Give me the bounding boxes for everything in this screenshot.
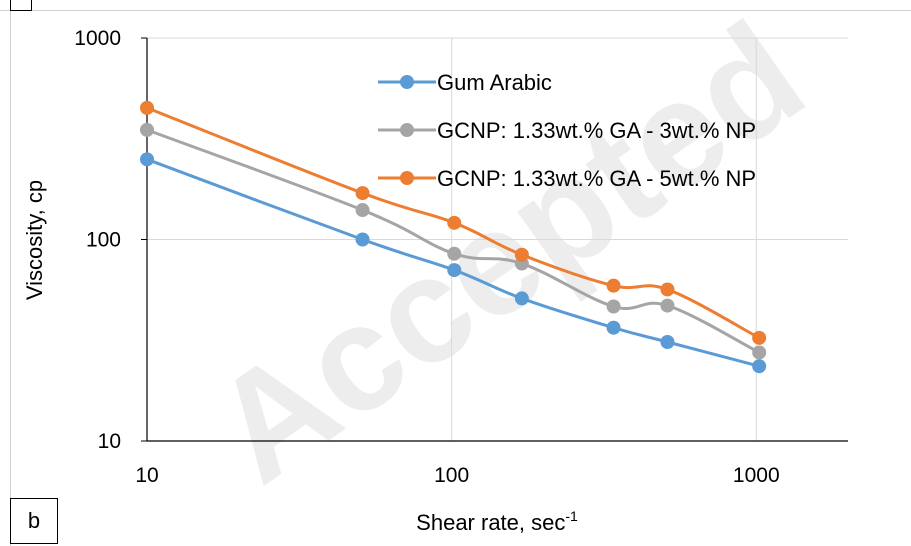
legend: Gum Arabic GCNP: 1.33wt.% GA - 3wt.% NP GC… [378, 70, 756, 191]
series-3 [140, 100, 767, 345]
legend-label: GCNP: 1.33wt.% GA - 5wt.% NP [437, 166, 756, 191]
tick-labels: 10 100 1000 10 100 1000 [74, 27, 779, 487]
panel-label: b [10, 498, 58, 544]
x-axis-title: Shear rate, sec-1 [416, 508, 578, 535]
data-point [660, 282, 675, 297]
top-frame-line [0, 0, 911, 11]
legend-item: Gum Arabic [378, 70, 552, 95]
data-point [514, 291, 529, 306]
series-2 [140, 122, 767, 360]
data-point [752, 330, 767, 345]
x-axis-title-text: Shear rate, sec [416, 510, 565, 535]
legend-swatch-marker [400, 171, 414, 185]
data-point [140, 122, 154, 137]
legend-item: GCNP: 1.33wt.% GA - 3wt.% NP [378, 118, 756, 143]
legend-label: Gum Arabic [437, 70, 552, 95]
data-point [606, 278, 621, 293]
data-point [140, 100, 154, 115]
panel-label-text: b [27, 508, 41, 533]
y-tick-label: 10 [98, 430, 121, 453]
legend-swatch-marker [400, 123, 414, 137]
y-tick-label: 1000 [74, 27, 121, 50]
legend-label: GCNP: 1.33wt.% GA - 3wt.% NP [437, 118, 756, 143]
x-axis-title-superscript: -1 [565, 508, 578, 524]
series-layer [140, 100, 767, 374]
data-point [355, 232, 370, 247]
x-tick-label: 100 [434, 464, 469, 487]
x-tick-label: 1000 [733, 464, 780, 487]
data-point [660, 334, 675, 349]
series-1 [140, 152, 767, 374]
data-point [447, 246, 462, 261]
data-point [660, 298, 675, 313]
legend-swatch-marker [400, 75, 414, 89]
data-point [447, 263, 462, 278]
data-point [606, 320, 621, 335]
data-point [606, 299, 621, 314]
data-point [447, 215, 462, 230]
left-frame-line [10, 11, 11, 546]
data-point [752, 345, 767, 360]
y-axis-title: Viscosity, cp [22, 180, 47, 300]
x-tick-label: 10 [135, 464, 158, 487]
top-left-box [10, 0, 32, 11]
data-point [355, 186, 370, 201]
data-point [140, 152, 154, 167]
data-point [355, 203, 370, 218]
y-tick-label: 100 [86, 229, 121, 252]
data-point [752, 359, 767, 374]
data-point [514, 247, 529, 262]
legend-item: GCNP: 1.33wt.% GA - 5wt.% NP [378, 166, 756, 191]
